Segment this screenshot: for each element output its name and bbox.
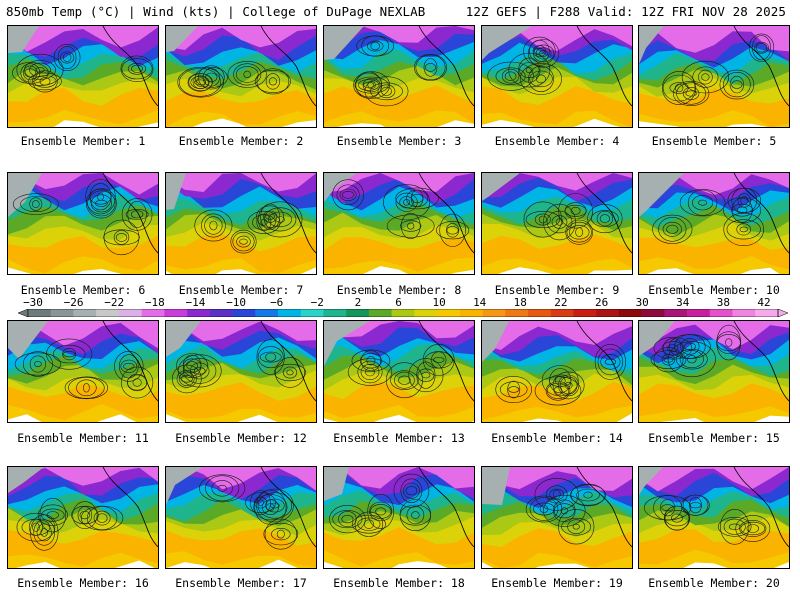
ensemble-member-label: Ensemble Member: 15 xyxy=(648,431,780,445)
colorbar-swatch xyxy=(573,309,597,317)
colorbar-swatch xyxy=(596,309,620,317)
ensemble-member-label: Ensemble Member: 8 xyxy=(336,283,462,297)
ensemble-member-map xyxy=(323,172,475,275)
ensemble-member-map xyxy=(638,320,790,423)
colorbar-tick-label: 26 xyxy=(594,296,609,309)
colorbar-tick-label: 42 xyxy=(757,296,771,309)
ensemble-member-label: Ensemble Member: 1 xyxy=(20,134,146,148)
colorbar-swatch xyxy=(323,309,347,317)
ensemble-member-map xyxy=(323,320,475,423)
colorbar-swatch xyxy=(391,309,415,317)
ensemble-member-map xyxy=(481,25,633,128)
colorbar-swatch xyxy=(50,309,74,317)
ensemble-member-map xyxy=(7,320,159,423)
colorbar-tick-label: 14 xyxy=(473,296,487,309)
ensemble-member-label: Ensemble Member: 9 xyxy=(494,283,620,297)
colorbar-swatch xyxy=(278,309,302,317)
colorbar-swatch xyxy=(550,309,574,317)
ensemble-member-label: Ensemble Member: 2 xyxy=(178,134,304,148)
colorbar-tick-label: −14 xyxy=(185,296,206,309)
colorbar-swatch xyxy=(232,309,256,317)
model-run-info: 12Z GEFS | F288 Valid: 12Z FRI NOV 28 20… xyxy=(465,4,786,19)
ensemble-member-label: Ensemble Member: 16 xyxy=(17,576,149,590)
colorbar-tick-label: 6 xyxy=(395,296,402,309)
colorbar-tick-label: −6 xyxy=(270,296,284,309)
colorbar-swatch xyxy=(437,309,461,317)
colorbar-swatch xyxy=(687,309,711,317)
colorbar-swatch xyxy=(118,309,142,317)
colorbar-swatch xyxy=(664,309,688,317)
ensemble-member-map xyxy=(481,466,633,569)
ensemble-member-map xyxy=(638,25,790,128)
ensemble-member-map xyxy=(638,172,790,275)
ensemble-member-label: Ensemble Member: 19 xyxy=(491,576,623,590)
colorbar-left-arrow xyxy=(18,309,29,317)
colorbar-right-arrow xyxy=(777,309,788,317)
colorbar-tick-label: 34 xyxy=(676,296,690,309)
colorbar-swatch xyxy=(414,309,438,317)
ensemble-member-label: Ensemble Member: 6 xyxy=(20,283,146,297)
ensemble-member-map xyxy=(165,320,317,423)
colorbar-tick-label: −26 xyxy=(63,296,84,309)
ensemble-member-label: Ensemble Member: 5 xyxy=(651,134,777,148)
colorbar-swatch xyxy=(618,309,642,317)
ensemble-member-map xyxy=(7,466,159,569)
colorbar-tick-label: 2 xyxy=(354,296,362,309)
ensemble-member-map xyxy=(7,25,159,128)
ensemble-member-map xyxy=(323,466,475,569)
colorbar-swatch xyxy=(28,309,52,317)
colorbar-swatch xyxy=(755,309,779,317)
colorbar-tick-label: −18 xyxy=(144,296,165,309)
colorbar-swatch xyxy=(209,309,233,317)
colorbar-swatch xyxy=(641,309,665,317)
colorbar-swatch xyxy=(73,309,97,317)
colorbar-swatch xyxy=(164,309,188,317)
ensemble-member-label: Ensemble Member: 14 xyxy=(491,431,623,445)
colorbar-swatch xyxy=(300,309,324,317)
colorbar-tick-label: −2 xyxy=(310,296,324,309)
colorbar-swatch xyxy=(732,309,756,317)
colorbar-tick-label: −10 xyxy=(226,296,247,309)
ensemble-member-label: Ensemble Member: 18 xyxy=(333,576,465,590)
colorbar-swatch xyxy=(482,309,506,317)
ensemble-member-map xyxy=(7,172,159,275)
ensemble-member-label: Ensemble Member: 4 xyxy=(494,134,620,148)
ensemble-member-map xyxy=(481,172,633,275)
colorbar-swatch xyxy=(368,309,392,317)
ensemble-member-label: Ensemble Member: 7 xyxy=(178,283,304,297)
ensemble-member-label: Ensemble Member: 20 xyxy=(648,576,780,590)
ensemble-member-label: Ensemble Member: 13 xyxy=(333,431,465,445)
colorbar-swatch xyxy=(346,309,370,317)
colorbar-swatch xyxy=(96,309,120,317)
colorbar-swatch xyxy=(709,309,733,317)
colorbar-swatch xyxy=(141,309,165,317)
colorbar-tick-label: 30 xyxy=(635,296,649,309)
colorbar-tick-label: 18 xyxy=(513,296,527,309)
ensemble-member-label: Ensemble Member: 11 xyxy=(17,431,149,445)
colorbar-tick-label: −30 xyxy=(23,296,43,309)
ensemble-member-label: Ensemble Member: 10 xyxy=(648,283,780,297)
ensemble-member-label: Ensemble Member: 17 xyxy=(175,576,307,590)
map-title: 850mb Temp (°C) | Wind (kts) | College o… xyxy=(6,4,426,19)
colorbar-tick-label: 38 xyxy=(716,296,731,309)
colorbar-tick-label: 22 xyxy=(554,296,568,309)
ensemble-member-label: Ensemble Member: 12 xyxy=(175,431,307,445)
colorbar-swatch xyxy=(459,309,483,317)
colorbar-swatch xyxy=(505,309,529,317)
ensemble-member-map xyxy=(323,25,475,128)
ensemble-member-map xyxy=(165,172,317,275)
colorbar-tick-label: 10 xyxy=(432,296,446,309)
ensemble-member-label: Ensemble Member: 3 xyxy=(336,134,462,148)
ensemble-member-map xyxy=(165,25,317,128)
colorbar-swatch xyxy=(187,309,211,317)
colorbar-swatch xyxy=(528,309,552,317)
temperature-colorbar xyxy=(18,309,788,317)
colorbar-tick-label: −22 xyxy=(104,296,125,309)
ensemble-member-map xyxy=(165,466,317,569)
colorbar-swatch xyxy=(255,309,279,317)
ensemble-member-map xyxy=(638,466,790,569)
ensemble-member-map xyxy=(481,320,633,423)
